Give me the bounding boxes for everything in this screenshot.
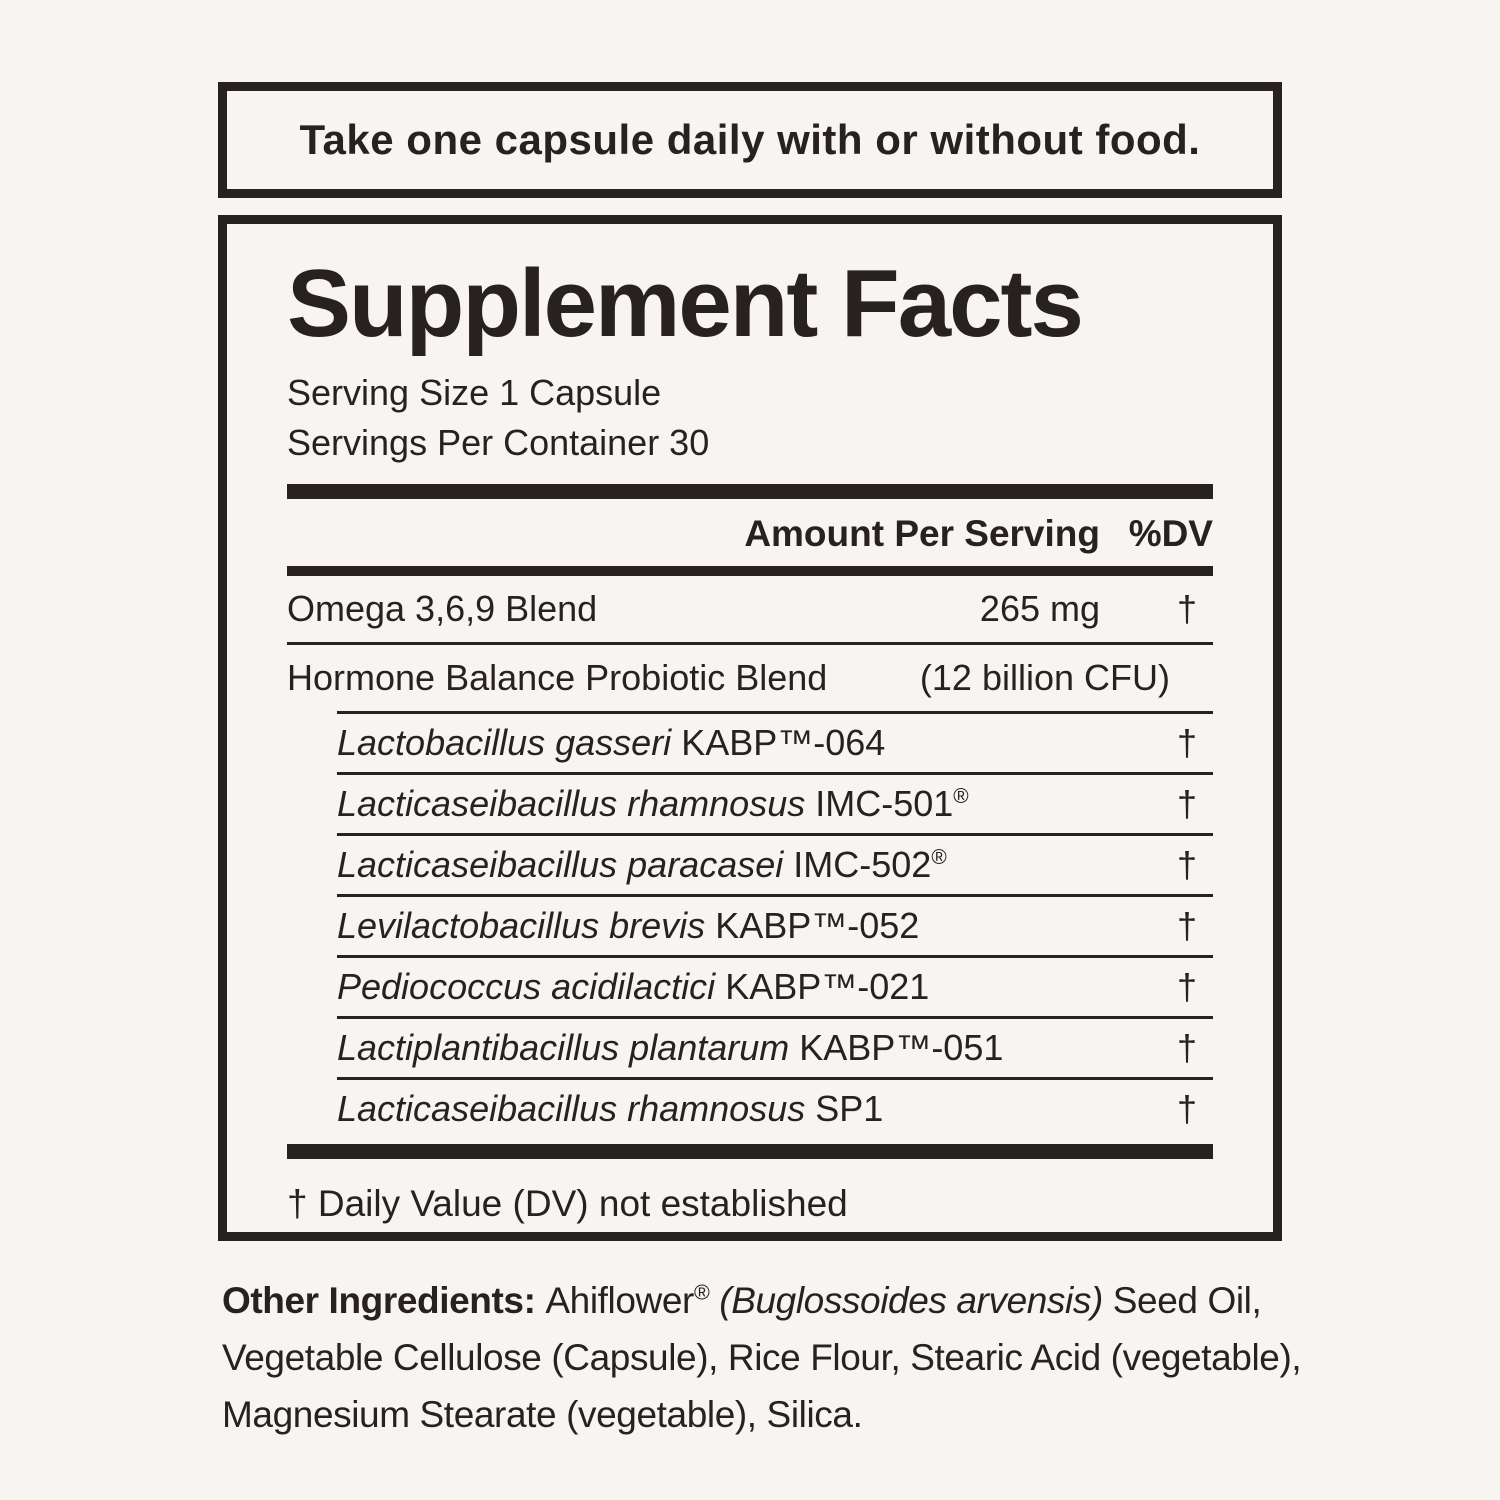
instruction-text: Take one capsule daily with or without f…	[299, 116, 1201, 163]
panel-title: Supplement Facts	[287, 250, 1084, 357]
facts-row: Lacticaseibacillus paracasei IMC-502® †	[337, 832, 1213, 894]
ingredient-name: Hormone Balance Probiotic Blend	[287, 656, 828, 698]
ingredient-dv: †	[1176, 843, 1197, 885]
facts-row: Lactobacillus gasseri KABP™-064 †	[337, 710, 1213, 772]
facts-row: Lacticaseibacillus rhamnosus SP1 †	[337, 1076, 1213, 1138]
ingredient-name: Lacticaseibacillus rhamnosus SP1	[337, 1087, 884, 1129]
dv-footnote: † Daily Value (DV) not established	[287, 1182, 848, 1224]
supplement-facts-panel: Supplement Facts Serving Size 1 Capsule …	[218, 215, 1282, 1241]
facts-row: Omega 3,6,9 Blend 265 mg †	[287, 576, 1213, 645]
instruction-box: Take one capsule daily with or without f…	[218, 82, 1282, 198]
ingredient-name: Pediococcus acidilactici KABP™-021	[337, 965, 930, 1007]
other-ingredients: Other Ingredients: Ahiflower® (Buglossoi…	[222, 1272, 1482, 1443]
table-header-row: Amount Per Serving %DV	[287, 499, 1213, 566]
facts-row: Levilactobacillus brevis KABP™-052 †	[337, 893, 1213, 955]
facts-row: Lacticaseibacillus rhamnosus IMC-501® †	[337, 771, 1213, 833]
facts-row: Pediococcus acidilactici KABP™-021 †	[337, 954, 1213, 1016]
ingredient-name: Lacticaseibacillus rhamnosus IMC-501®	[337, 782, 969, 824]
ingredient-name: Lactobacillus gasseri KABP™-064	[337, 721, 886, 763]
ingredient-name: Lacticaseibacillus paracasei IMC-502®	[337, 843, 947, 885]
servings-per-container-line: Servings Per Container 30	[287, 421, 710, 463]
other-ingredients-line: Other Ingredients: Ahiflower® (Buglossoi…	[222, 1280, 1262, 1321]
divider-medium	[287, 565, 1213, 576]
divider-thick-bottom	[287, 1143, 1213, 1159]
other-ingredients-line: Vegetable Cellulose (Capsule), Rice Flou…	[222, 1337, 1302, 1378]
ingredient-amount: 265 mg	[979, 587, 1100, 629]
serving-size-line: Serving Size 1 Capsule	[287, 371, 662, 413]
ingredient-dv: †	[1176, 782, 1197, 824]
percent-dv-header: %DV	[1128, 512, 1213, 554]
divider-thick-top	[287, 483, 1213, 499]
ingredient-dv: †	[1176, 587, 1197, 629]
ingredient-dv: †	[1176, 1087, 1197, 1129]
facts-row: Lactiplantibacillus plantarum KABP™-051 †	[337, 1015, 1213, 1077]
ingredient-amount: (12 billion CFU)	[919, 656, 1170, 698]
ingredient-name: Lactiplantibacillus plantarum KABP™-051	[337, 1026, 1004, 1068]
facts-rows: Omega 3,6,9 Blend 265 mg † Hormone Balance …	[287, 576, 1213, 1138]
ingredient-name: Omega 3,6,9 Blend	[287, 587, 598, 629]
ingredient-dv: †	[1176, 904, 1197, 946]
ingredient-name: Levilactobacillus brevis KABP™-052	[337, 904, 920, 946]
amount-per-serving-header: Amount Per Serving	[744, 512, 1100, 554]
ingredient-dv: †	[1176, 965, 1197, 1007]
ingredient-dv: †	[1176, 721, 1197, 763]
other-ingredients-line: Magnesium Stearate (vegetable), Silica.	[222, 1394, 863, 1435]
ingredient-dv: †	[1176, 1026, 1197, 1068]
facts-row: Hormone Balance Probiotic Blend (12 billi…	[287, 645, 1213, 711]
